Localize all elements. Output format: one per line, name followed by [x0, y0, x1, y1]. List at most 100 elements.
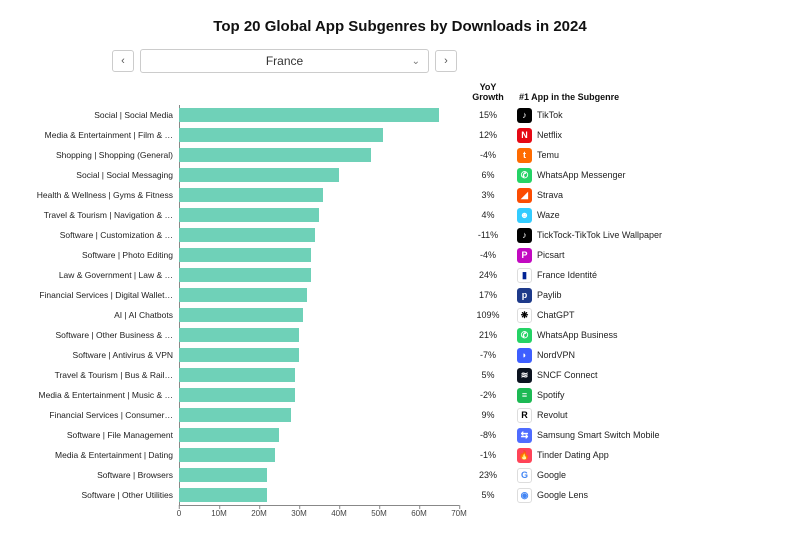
bar: [179, 248, 311, 262]
bar: [179, 148, 371, 162]
category-label: Social | Social Media: [24, 110, 179, 120]
app-icon: R: [517, 408, 532, 423]
x-tick: 50M: [371, 505, 387, 518]
app-name: Spotify: [537, 390, 565, 400]
top-app-cell: ☻Waze: [517, 208, 560, 223]
bar: [179, 468, 267, 482]
country-dropdown[interactable]: France ⌄: [140, 49, 429, 73]
category-label: Financial Services | Consumer…: [24, 410, 179, 420]
bar: [179, 488, 267, 502]
dropdown-value: France: [266, 54, 303, 68]
top-app-cell: ◢Strava: [517, 188, 563, 203]
app-icon: ♪: [517, 228, 532, 243]
app-icon: ♪: [517, 108, 532, 123]
bar: [179, 408, 291, 422]
category-label: Software | Other Utilities: [24, 490, 179, 500]
top-app-cell: PPicsart: [517, 248, 565, 263]
chart-row: Software | Other Business & …: [24, 325, 459, 345]
top-app-cell: GGoogle: [517, 468, 566, 483]
bar: [179, 268, 311, 282]
top-app-cell: ✆WhatsApp Business: [517, 328, 618, 343]
app-icon: ✆: [517, 168, 532, 183]
chart-row: Software | Other Utilities: [24, 485, 459, 505]
top-app-cell: ♪ TikTok: [517, 108, 563, 123]
growth-value: -4%: [467, 150, 509, 160]
chart-row: Media & Entertainment | Dating: [24, 445, 459, 465]
category-label: Travel & Tourism | Navigation & …: [24, 210, 179, 220]
category-label: Software | Antivirus & VPN: [24, 350, 179, 360]
app-name: Tinder Dating App: [537, 450, 609, 460]
x-tick: 60M: [411, 505, 427, 518]
app-name: Temu: [537, 150, 559, 160]
growth-column: YoY Growth 15%12%-4%6%3%4%-11%-4%24%17%1…: [467, 81, 509, 519]
top-app-cell: ⇆Samsung Smart Switch Mobile: [517, 428, 660, 443]
x-tick: 40M: [331, 505, 347, 518]
app-icon: ≋: [517, 368, 532, 383]
category-label: Travel & Tourism | Bus & Rail…: [24, 370, 179, 380]
chart-row: Travel & Tourism | Navigation & …: [24, 205, 459, 225]
bar: [179, 328, 299, 342]
prev-button[interactable]: ‹: [112, 50, 134, 72]
app-icon: P: [517, 248, 532, 263]
app-name: Google Lens: [537, 490, 588, 500]
chevron-right-icon: ›: [444, 55, 448, 67]
bar: [179, 428, 279, 442]
growth-value: 17%: [467, 290, 509, 300]
chart-row: Software | File Management: [24, 425, 459, 445]
category-label: Shopping | Shopping (General): [24, 150, 179, 160]
app-icon: ❋: [517, 308, 532, 323]
category-label: Software | Other Business & …: [24, 330, 179, 340]
content-grid: . Social | Social MediaMedia & Entertain…: [24, 81, 776, 519]
chart-row: Financial Services | Digital Wallet…: [24, 285, 459, 305]
app-name: Strava: [537, 190, 563, 200]
growth-value: 4%: [467, 210, 509, 220]
category-label: Health & Wellness | Gyms & Fitness: [24, 190, 179, 200]
x-tick: 0: [177, 505, 181, 518]
growth-value: -1%: [467, 450, 509, 460]
bar: [179, 368, 295, 382]
growth-value: 5%: [467, 490, 509, 500]
x-tick: 70M: [451, 505, 467, 518]
bar: [179, 128, 383, 142]
growth-value: -11%: [467, 230, 509, 240]
category-label: Media & Entertainment | Film & …: [24, 130, 179, 140]
x-tick: 20M: [251, 505, 267, 518]
top-app-cell: RRevolut: [517, 408, 568, 423]
app-icon: ✆: [517, 328, 532, 343]
chart-row: Media & Entertainment | Film & …: [24, 125, 459, 145]
country-selector: ‹ France ⌄ ›: [112, 49, 457, 73]
top-app-cell: ❋ChatGPT: [517, 308, 575, 323]
chart-row: Social | Social Media: [24, 105, 459, 125]
chart-row: Health & Wellness | Gyms & Fitness: [24, 185, 459, 205]
growth-value: -8%: [467, 430, 509, 440]
top-app-cell: ✆WhatsApp Messenger: [517, 168, 626, 183]
app-name: Netflix: [537, 130, 562, 140]
chevron-left-icon: ‹: [121, 55, 125, 67]
top-app-cell: t Temu: [517, 148, 559, 163]
x-axis: 010M20M30M40M50M60M70M: [179, 505, 459, 519]
category-label: Social | Social Messaging: [24, 170, 179, 180]
app-icon: ⇆: [517, 428, 532, 443]
next-button[interactable]: ›: [435, 50, 457, 72]
growth-value: 12%: [467, 130, 509, 140]
chart-row: Media & Entertainment | Music & …: [24, 385, 459, 405]
top-app-column: #1 App in the Subgenre ♪TikTokNNetflixtT…: [517, 81, 776, 519]
bar: [179, 188, 323, 202]
app-icon: N: [517, 128, 532, 143]
app-name: Waze: [537, 210, 560, 220]
top-app-cell: ♪TickTock-TikTok Live Wallpaper: [517, 228, 662, 243]
top-app-cell: ≡Spotify: [517, 388, 565, 403]
app-icon: t: [517, 148, 532, 163]
app-name: TikTok: [537, 110, 563, 120]
app-icon: G: [517, 468, 532, 483]
app-header: #1 App in the Subgenre: [517, 81, 776, 105]
chevron-down-icon: ⌄: [412, 56, 420, 67]
bar: [179, 168, 339, 182]
category-label: AI | AI Chatbots: [24, 310, 179, 320]
growth-value: 5%: [467, 370, 509, 380]
x-tick: 30M: [291, 505, 307, 518]
app-icon: ◉: [517, 488, 532, 503]
category-label: Media & Entertainment | Dating: [24, 450, 179, 460]
chart-row: Financial Services | Consumer…: [24, 405, 459, 425]
top-app-cell: 🔥Tinder Dating App: [517, 448, 609, 463]
